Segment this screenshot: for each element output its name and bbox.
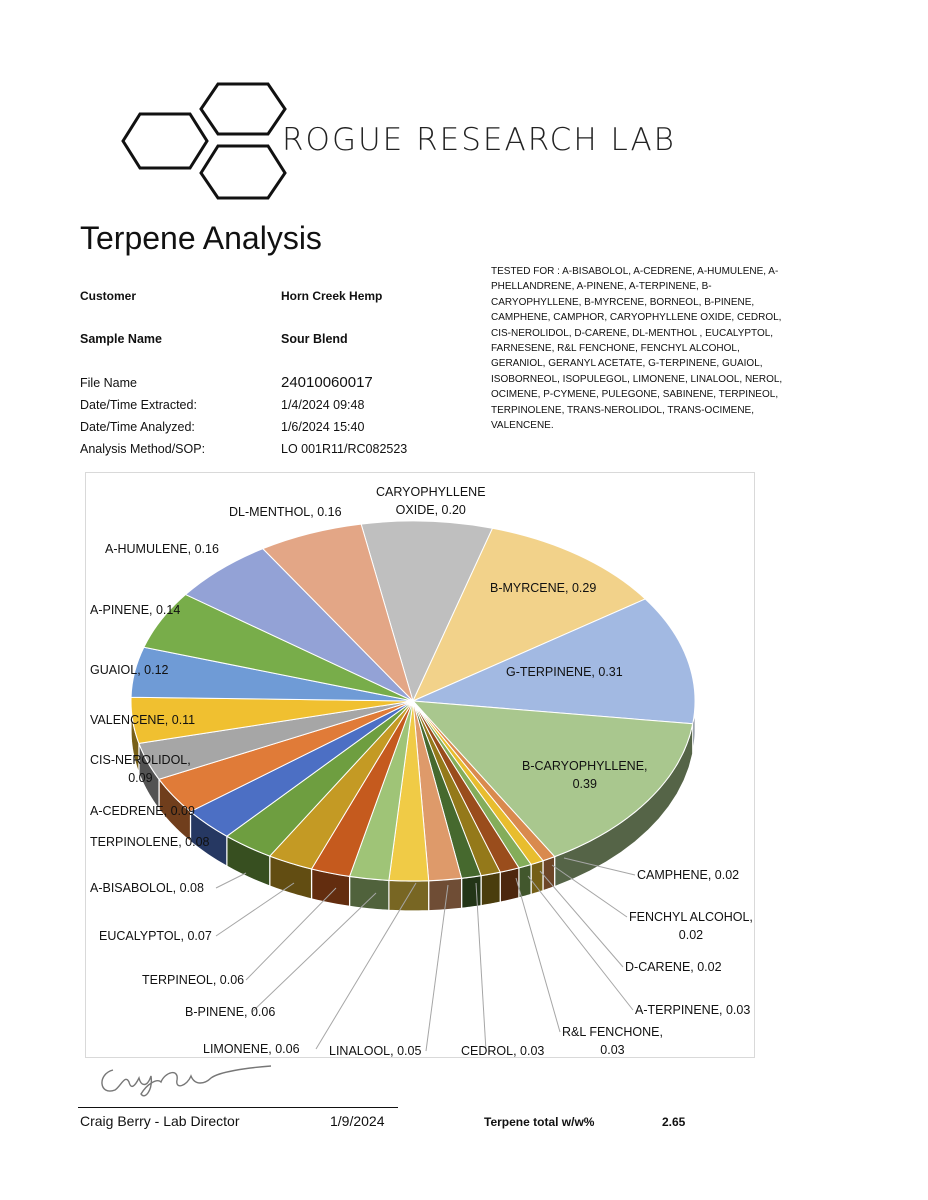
data-label-line: FENCHYL ALCOHOL, [629,910,753,924]
data-label: DL-MENTHOL, 0.16 [229,503,342,521]
data-label-line: 0.03 [600,1043,625,1057]
data-label-line: OXIDE, 0.20 [395,503,466,517]
pie-slice-side [348,875,390,911]
extracted-label: Date/Time Extracted: [80,398,197,412]
leader-line [515,877,561,1033]
pie-slice-b-caryophyllene [411,700,694,858]
sign-date: 1/9/2024 [330,1113,385,1129]
data-label: LINALOOL, 0.05 [329,1042,421,1060]
data-label-line: CEDROL, 0.03 [461,1044,545,1058]
file-value: 24010060017 [281,374,373,391]
data-label: A-PINENE, 0.14 [90,601,180,619]
data-label-line: CARYOPHYLLENE [376,485,486,499]
data-label: B-PINENE, 0.06 [185,1003,275,1021]
terpene-total-value: 2.65 [662,1115,686,1129]
data-label-line: CIS-NEROLIDOL, [90,753,191,767]
signature [101,1065,272,1097]
lab-name: ROGUE RESEARCH LAB [282,122,676,158]
data-label-line: 0.09 [128,771,153,785]
pie-slice-side [480,871,501,907]
data-label: R&L FENCHONE, 0.03 [562,1023,663,1059]
terpene-pie-chart: CARYOPHYLLENE OXIDE, 0.20 B-MYRCENE, 0.29 G… [85,472,755,1058]
customer-value: Horn Creek Hemp [281,289,383,303]
analyzed-label: Date/Time Analyzed: [80,420,195,434]
data-label-line: B-CARYOPHYLLENE, [522,759,648,773]
data-label-line: B-PINENE, 0.06 [185,1005,276,1019]
data-label: A-CEDRENE, 0.09 [90,802,195,820]
leader-line [425,884,449,1052]
data-label: GUAIOL, 0.12 [90,661,169,679]
data-label-line: DL-MENTHOL, 0.16 [229,505,342,519]
pie-slice-caryophyllene-oxide [360,520,494,703]
data-label: B-MYRCENE, 0.29 [490,579,596,597]
data-label-line: R&L FENCHONE, [562,1025,663,1039]
data-label-line: TERPINOLENE, 0.08 [90,835,210,849]
data-label-line: CAMPHENE, 0.02 [637,868,740,882]
file-label: File Name [80,376,137,390]
data-label: EUCALYPTOL, 0.07 [99,927,212,945]
pie-slice-side [461,874,482,909]
data-label: A-HUMULENE, 0.16 [105,540,219,558]
pie-slice-side [499,867,520,903]
data-label: G-TERPINENE, 0.31 [506,663,623,681]
terpene-total-label: Terpene total w/w% [484,1115,595,1129]
method-label: Analysis Method/SOP: [80,442,206,456]
logo-hexagons [121,82,287,200]
extracted-value: 1/4/2024 09:48 [281,398,365,412]
data-label-line: TERPINEOL, 0.06 [142,973,245,987]
signer-name: Craig Berry - Lab Director [80,1113,240,1129]
data-label-line: 0.39 [572,777,597,791]
pie-svg [130,520,696,1052]
leader-line [215,882,295,937]
leader-line [215,872,247,889]
sample-value: Sour Blend [281,332,348,346]
sample-label: Sample Name [80,332,162,346]
data-label-line: A-CEDRENE, 0.09 [90,804,195,818]
data-label-line: D-CARENE, 0.02 [625,960,722,974]
data-label: TERPINEOL, 0.06 [142,971,244,989]
pie-slice-dl-menthol [261,523,414,702]
data-label-line: A-HUMULENE, 0.16 [105,542,219,556]
data-label-line: G-TERPINENE, 0.31 [506,665,623,679]
data-label: FENCHYL ALCOHOL, 0.02 [629,908,753,944]
leader-line [315,882,417,1050]
data-label: CEDROL, 0.03 [461,1042,544,1060]
data-label: CARYOPHYLLENE OXIDE, 0.20 [376,483,486,519]
data-label-line: A-BISABOLOL, 0.08 [90,881,204,895]
pie-slice-b-myrcene [411,527,647,702]
data-label-line: EUCALYPTOL, 0.07 [99,929,212,943]
tested-for-list: TESTED FOR : A-BISABOLOL, A-CEDRENE, A-H… [491,266,783,432]
pie-slice-g-terpinene [412,598,696,725]
data-label: VALENCENE, 0.11 [90,711,195,729]
data-label: LIMONENE, 0.06 [203,1040,300,1058]
data-label: A-TERPINENE, 0.03 [635,1001,750,1019]
analyzed-value: 1/6/2024 15:40 [281,420,365,434]
leader-line [563,857,636,876]
leader-line [551,864,628,918]
data-label: TERPINOLENE, 0.08 [90,833,210,851]
data-label-line: VALENCENE, 0.11 [90,713,196,727]
page-title: Terpene Analysis [80,220,322,256]
data-label-line: GUAIOL, 0.12 [90,663,169,677]
method-value: LO 001R11/RC082523 [281,442,408,456]
data-label: B-CARYOPHYLLENE, 0.39 [522,757,648,793]
data-label-line: A-PINENE, 0.14 [90,603,181,617]
pie-slice-side [530,859,544,896]
customer-label: Customer [80,289,137,303]
leader-line [527,875,634,1011]
data-label-line: LINALOOL, 0.05 [329,1044,422,1058]
data-label: A-BISABOLOL, 0.08 [90,879,204,897]
leader-line [475,882,487,1052]
data-label-line: B-MYRCENE, 0.29 [490,581,597,595]
leader-line [245,887,337,981]
data-label-line: 0.02 [678,928,704,942]
leader-line [539,870,624,968]
signature-line [78,1107,398,1108]
data-label: CAMPHENE, 0.02 [637,866,739,884]
data-label: CIS-NEROLIDOL, 0.09 [90,751,191,787]
data-label: D-CARENE, 0.02 [625,958,722,976]
data-label-line: A-TERPINENE, 0.03 [635,1003,751,1017]
leader-line [251,892,377,1013]
data-label-line: LIMONENE, 0.06 [203,1042,300,1056]
